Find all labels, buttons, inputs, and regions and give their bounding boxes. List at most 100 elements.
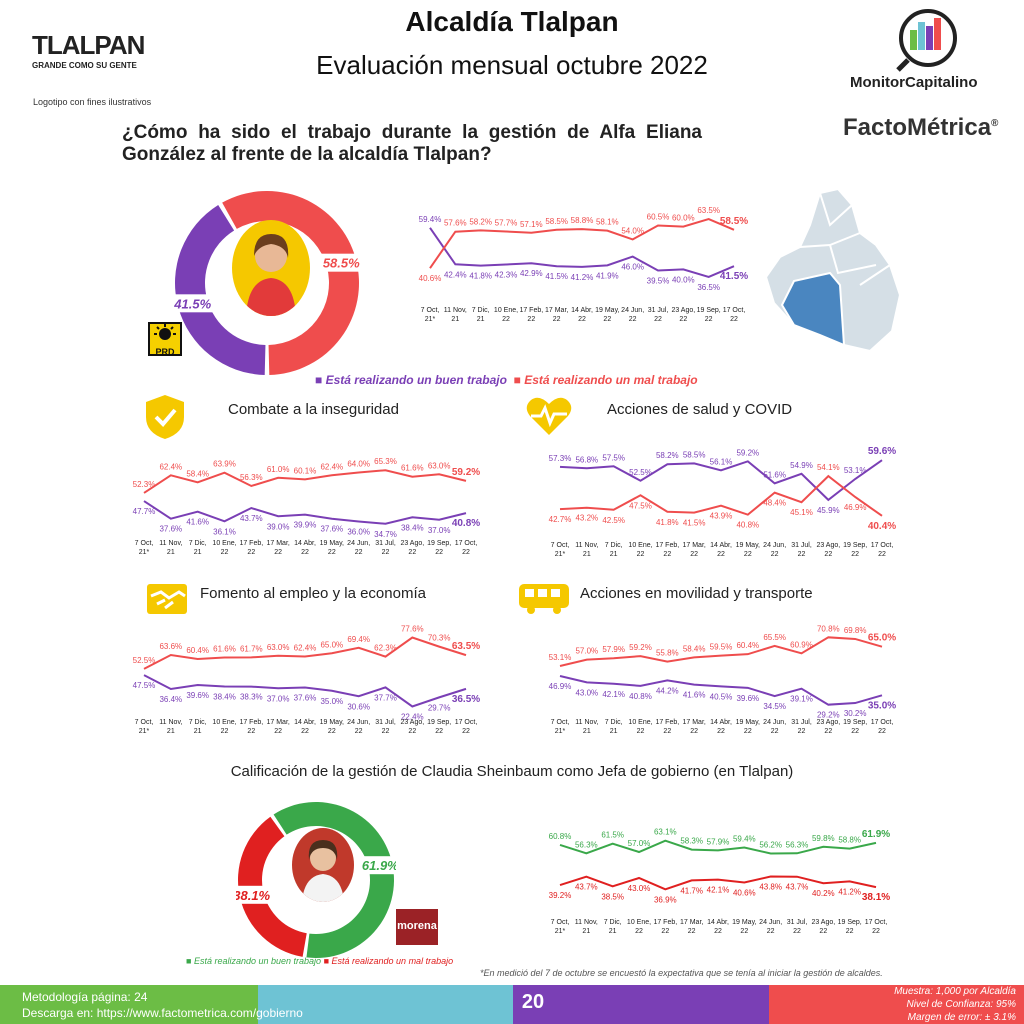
movilidad-series-1-label: 30.2% <box>844 709 867 718</box>
inseguridad-tick-label: 7 Oct, 21* <box>135 540 154 556</box>
inseguridad-tick-label: 10 Ene, 22 <box>212 540 236 556</box>
bus-icon <box>519 584 569 614</box>
salud-tick-label: 7 Oct, 21* <box>551 542 570 558</box>
salud-series-1-label: 54.1% <box>817 463 840 472</box>
logo-name: TLALPAN <box>32 30 145 60</box>
empleo-tick-label: 23 Ago, 22 <box>400 719 424 735</box>
movilidad-series-0-label: 57.0% <box>575 647 598 656</box>
sheinbaum-tick-label: 31 Jul, 22 <box>787 919 808 935</box>
salud-series-0-line <box>559 459 883 502</box>
page-title: Alcaldía Tlalpan <box>405 6 619 37</box>
inseguridad-series-0-label: 63.0% <box>428 461 451 470</box>
sheinbaum-series-0-label: 56.3% <box>786 840 809 849</box>
main-tick-label: 19 Sep, 22 <box>697 307 721 323</box>
empleo-series-0-label: 63.6% <box>159 642 182 651</box>
main-tick-label: 14 Abr, 22 <box>571 307 593 323</box>
main-series-1-label: 60.0% <box>672 214 695 223</box>
inseguridad-tick-label: 24 Jun, 22 <box>347 540 370 556</box>
movilidad-series-0-label: 59.5% <box>710 643 733 652</box>
line-chart-inseguridad: 52.3%62.4%58.4%63.9%56.3%61.0% 60.1% 62.4%… <box>133 457 481 556</box>
footer-red-block <box>769 985 1024 1024</box>
main-tick-label: 23 Ago, 22 <box>671 307 695 323</box>
inseguridad-tick-label: 14 Abr, 22 <box>294 540 316 556</box>
inseguridad-series-0-label: 60.1% <box>294 466 317 475</box>
legend-good-swatch: ■ <box>315 373 323 387</box>
salud-series-1-label: 47.5% <box>629 501 652 510</box>
salud-series-1-label: 42.5% <box>602 516 625 525</box>
main-tick-label: 11 Nov, 21 <box>444 307 467 323</box>
inseguridad-series-1-label: 38.4% <box>401 523 424 532</box>
empleo-series-0-label: 52.5% <box>133 656 156 665</box>
salud-tick-label: 19 May, 22 <box>736 542 760 558</box>
movilidad-tick-label: 7 Oct, 21* <box>551 719 570 735</box>
movilidad-series-1-label: 41.6% <box>683 691 706 700</box>
salud-series-0-label: 56.8% <box>575 455 598 464</box>
footer-margen: Margen de error: ± 3.1% <box>907 1012 1016 1023</box>
salud-tick-label: 17 Mar, 22 <box>682 542 705 558</box>
inseguridad-series-1-label: 39.0% <box>267 522 290 531</box>
inseguridad-tick-label: 19 May, 22 <box>320 540 344 556</box>
inseguridad-tick-label: 7 Dic, 21 <box>189 540 207 556</box>
inseguridad-tick-label: 31 Jul, 22 <box>375 540 396 556</box>
sheinbaum-series-1-label: 38.1% <box>862 892 890 903</box>
inseguridad-series-1-line <box>143 500 467 525</box>
movilidad-series-1-label: 39.1% <box>790 695 813 704</box>
salud-series-1-label: 48.4% <box>763 499 786 508</box>
footer-descarga-link[interactable]: https://www.factometrica.com/gobierno <box>96 1006 303 1020</box>
portrait-icon <box>246 234 296 316</box>
sheinbaum-tick-label: 17 Mar, 22 <box>680 919 703 935</box>
salud-series-0-label: 58.5% <box>683 450 706 459</box>
inseguridad-series-1-label: 36.1% <box>213 527 236 536</box>
empleo-tick-label: 17 Feb, 22 <box>239 719 263 735</box>
main-series-1-label: 58.5% <box>545 217 568 226</box>
empleo-series-1-label: 35.0% <box>320 697 343 706</box>
main-series-0-label: 40.0% <box>672 275 695 284</box>
inseguridad-series-1-label: 43.7% <box>240 514 263 523</box>
main-series-1-label: 57.6% <box>444 219 467 228</box>
empleo-tick-label: 19 May, 22 <box>320 719 344 735</box>
sheinbaum-series-0-label: 57.0% <box>628 839 651 848</box>
salud-series-1-line <box>559 474 883 517</box>
main-series-0-label: 42.9% <box>520 269 543 278</box>
main-tick-label: 7 Oct, 21* <box>421 307 440 323</box>
sheinbaum-series-0-label: 58.8% <box>838 836 861 845</box>
inseguridad-tick-label: 17 Feb, 22 <box>239 540 263 556</box>
movilidad-tick-label: 11 Nov, 21 <box>575 719 598 735</box>
donut_main-slice-label-bg <box>172 294 214 313</box>
empleo-tick-label: 7 Oct, 21* <box>135 719 154 735</box>
main-series-0-label: 41.8% <box>469 272 492 281</box>
inseguridad-series-1-label: 41.6% <box>186 518 209 527</box>
empleo-series-0-label: 63.0% <box>267 643 290 652</box>
monitor-capitalino-icon <box>896 9 957 72</box>
main-series-1-label: 58.8% <box>571 216 594 225</box>
salud-series-1-label: 40.4% <box>868 521 896 532</box>
inseguridad-series-0-label: 61.0% <box>267 465 290 474</box>
inseguridad-series-1-label: 47.7% <box>133 507 156 516</box>
movilidad-series-0-label: 55.8% <box>656 649 679 658</box>
main-series-0-label: 41.2% <box>571 273 594 282</box>
donut-chart-sheinbaum: 61.9% 38.1% <box>236 802 396 958</box>
empleo-series-0-label: 70.3% <box>428 634 451 643</box>
main-series-0-label: 36.5% <box>697 283 720 292</box>
empleo-series-0-label: 63.5% <box>452 641 480 652</box>
salud-series-1-label: 43.2% <box>575 514 598 523</box>
sheinbaum-series-0-label: 58.3% <box>680 837 703 846</box>
salud-series-0-label: 59.6% <box>868 446 896 457</box>
inseguridad-series-0-label: 65.3% <box>374 457 397 466</box>
line-chart-empleo: 52.5%63.6% 60.4% 61.6% 61.7% 63.0% 62.4% 65.0%… <box>133 625 481 736</box>
movilidad-tick-label: 19 Sep, 22 <box>843 719 867 735</box>
page-subtitle: Evaluación mensual octubre 2022 <box>316 50 708 80</box>
sheinbaum-tick-label: 19 Sep, 22 <box>838 919 862 935</box>
salud-tick-label: 17 Oct, 22 <box>871 542 894 558</box>
handshake-icon <box>147 584 187 614</box>
salud-tick-label: 11 Nov, 21 <box>575 542 598 558</box>
inseguridad-tick-label: 11 Nov, 21 <box>159 540 182 556</box>
cdmx-map-icon <box>764 187 902 353</box>
line-chart-main: 59.4%42.4% 41.8% 42.3% 42.9% 41.5% 41.2% 41.9%… <box>419 206 749 323</box>
donut_sheinbaum-slice-label: 61.9% <box>362 858 396 873</box>
main-series-1-label: 58.5% <box>720 216 748 227</box>
salud-series-1-label: 43.9% <box>710 512 733 521</box>
line-chart-sheinbaum: 60.8%56.3%61.5%57.0%63.1%58.3% 57.9% 59.4%… <box>549 828 891 935</box>
salud-tick-label: 10 Ene, 22 <box>628 542 652 558</box>
heart-pulse-icon <box>526 397 572 435</box>
